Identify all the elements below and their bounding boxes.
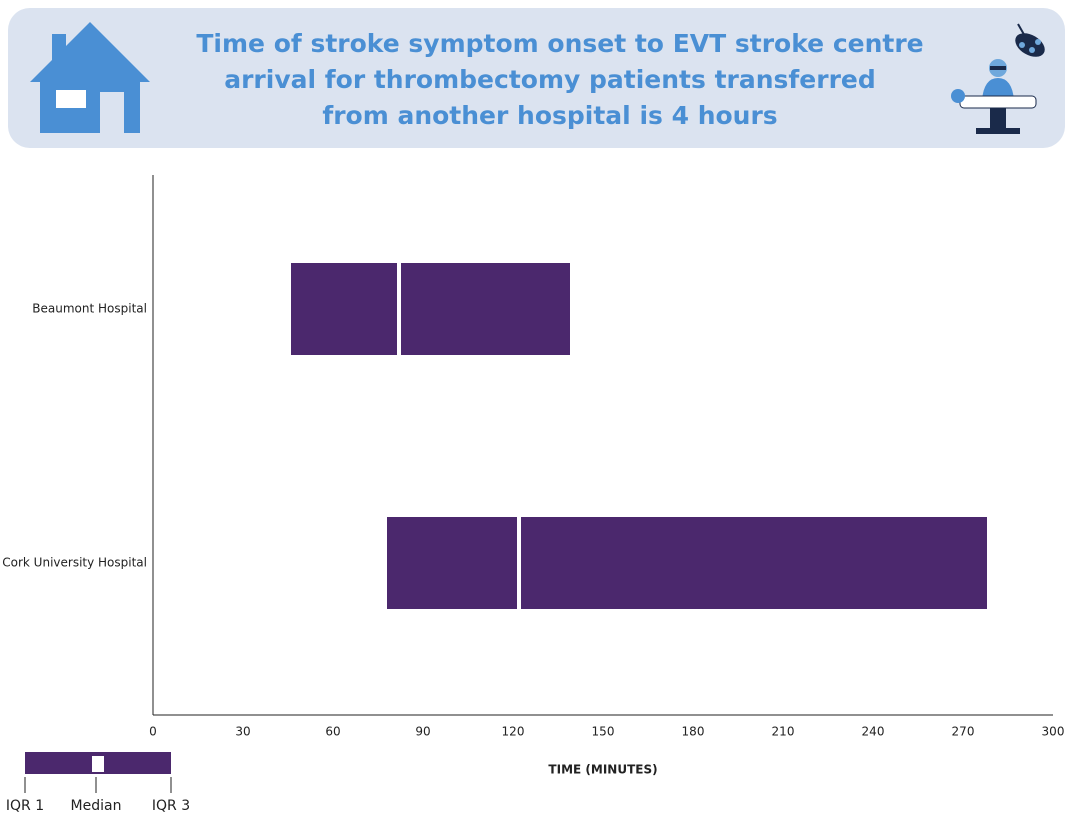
legend-label: IQR 1: [6, 798, 44, 814]
x-tick-label: 180: [682, 725, 705, 739]
y-tick-label: Beaumont Hospital: [32, 302, 147, 316]
iqr-bar: [387, 517, 987, 609]
surgeon-icon: [951, 23, 1045, 134]
x-tick-label: 240: [862, 725, 885, 739]
x-tick-label: 210: [772, 725, 795, 739]
x-tick-label: 300: [1042, 725, 1065, 739]
iqr-bar: [291, 263, 570, 355]
chart-title: from another hospital is 4 hours: [322, 101, 777, 130]
legend-median: [92, 756, 104, 772]
chart-title: arrival for thrombectomy patients transf…: [224, 65, 876, 94]
house-icon: [30, 22, 150, 133]
y-tick-label: Cork University Hospital: [2, 556, 147, 570]
x-tick-label: 0: [149, 725, 157, 739]
x-tick-label: 120: [502, 725, 525, 739]
x-tick-label: 90: [415, 725, 430, 739]
header-panel: [8, 8, 1065, 148]
legend-label: Median: [71, 798, 122, 814]
x-tick-label: 150: [592, 725, 615, 739]
x-tick-label: 30: [235, 725, 250, 739]
x-tick-label: 270: [952, 725, 975, 739]
chart-title: Time of stroke symptom onset to EVT stro…: [196, 29, 923, 58]
x-axis-label: TIME (MINUTES): [548, 763, 657, 777]
legend-label: IQR 3: [152, 798, 190, 814]
x-tick-label: 60: [325, 725, 340, 739]
